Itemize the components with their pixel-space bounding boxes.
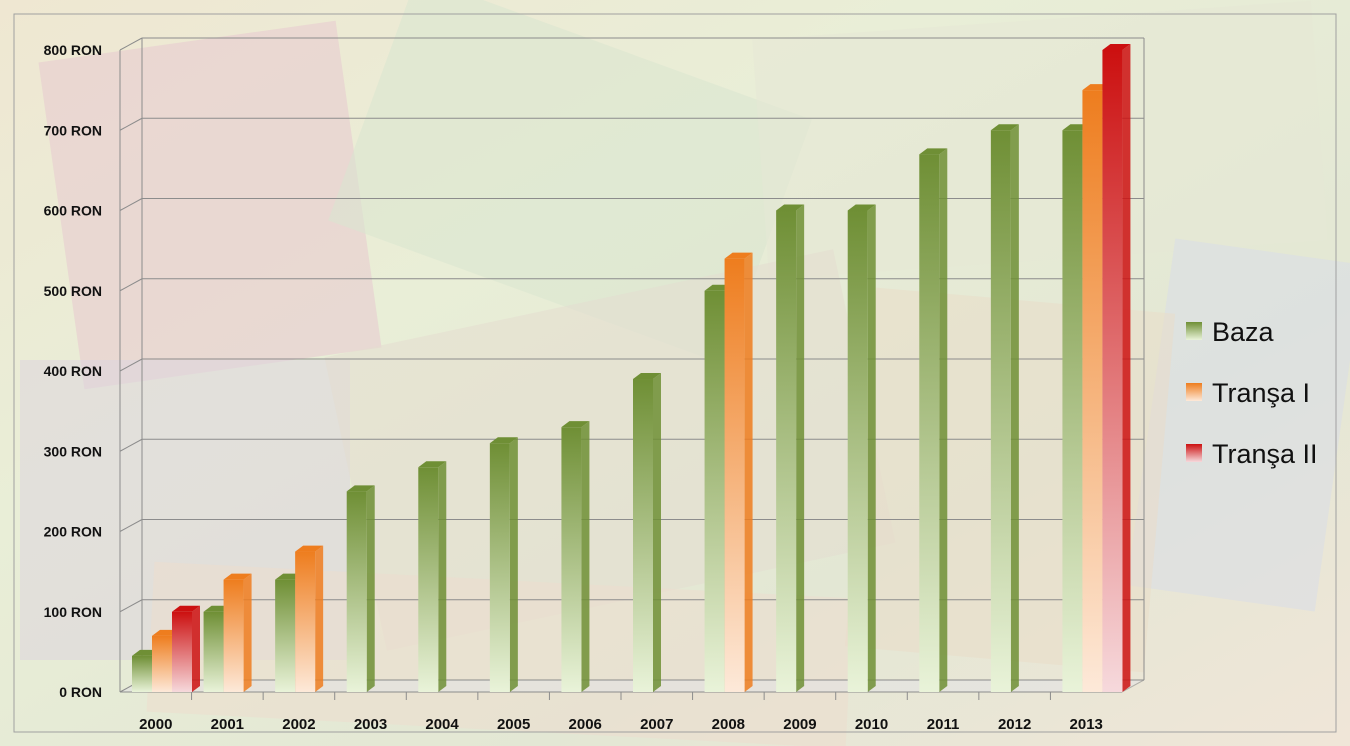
y-tick-label: 800 RON — [44, 42, 102, 58]
x-tick-label: 2005 — [497, 716, 530, 733]
x-tick-label: 2013 — [1070, 716, 1103, 733]
y-tick-label: 100 RON — [44, 604, 102, 620]
legend-entry: Baza — [1186, 317, 1275, 347]
x-tick-label: 2006 — [569, 716, 602, 733]
x-axis-ticks: 2000 2001 2002 2003 2004 2005 2006 2007 2008 2009… — [139, 692, 1103, 733]
x-tick-label: 2003 — [354, 716, 387, 733]
y-tick-label: 500 RON — [44, 283, 102, 299]
x-tick-label: 2000 — [139, 716, 172, 733]
gridlines — [119, 37, 1145, 693]
x-tick-label: 2011 — [927, 716, 960, 733]
y-axis-ticks: 0 RON 100 RON 200 RON 300 RON 400 RON 500 RON… — [44, 42, 102, 700]
bar-tran-a-ii-2000 — [172, 605, 200, 692]
x-tick-label: 2012 — [998, 716, 1031, 733]
bar-baza-2003 — [346, 485, 375, 692]
y-tick-label: 300 RON — [44, 443, 102, 459]
y-tick-label: 700 RON — [44, 122, 102, 138]
y-tick-label: 400 RON — [44, 363, 102, 379]
bar-tran-a-i-2001 — [223, 573, 252, 692]
bar-baza-2005 — [489, 437, 518, 692]
bar-baza-2004 — [418, 461, 447, 692]
legend-entry: Tranşa I — [1186, 378, 1310, 408]
y-tick-label: 200 RON — [44, 524, 102, 540]
legend-label: Baza — [1212, 317, 1275, 347]
x-tick-label: 2007 — [640, 716, 673, 733]
x-tick-label: 2010 — [855, 716, 888, 733]
x-tick-label: 2002 — [282, 716, 315, 733]
x-tick-label: 2008 — [712, 716, 745, 733]
bar-baza-2007 — [633, 373, 661, 692]
bar-baza-2011 — [919, 148, 948, 692]
x-tick-label: 2004 — [425, 716, 459, 733]
bar-baza-2009 — [776, 204, 805, 692]
legend-label: Tranşa I — [1212, 378, 1310, 408]
bar-baza-2010 — [847, 204, 876, 692]
y-tick-label: 0 RON — [59, 684, 102, 700]
bar-tran-a-ii-2013 — [1102, 44, 1131, 692]
y-tick-label: 600 RON — [44, 203, 102, 219]
x-tick-label: 2001 — [211, 716, 244, 733]
bar-tran-a-i-2008 — [724, 252, 753, 692]
legend-entry: Tranşa II — [1186, 439, 1318, 469]
bar-baza-2012 — [990, 124, 1019, 692]
legend-label: Tranşa II — [1212, 439, 1318, 469]
legend: Baza Tranşa I Tranşa II — [1186, 317, 1318, 469]
bars — [132, 44, 1131, 692]
x-tick-label: 2009 — [783, 716, 816, 733]
bar-tran-a-i-2002 — [295, 545, 324, 692]
bar-baza-2006 — [561, 421, 590, 692]
